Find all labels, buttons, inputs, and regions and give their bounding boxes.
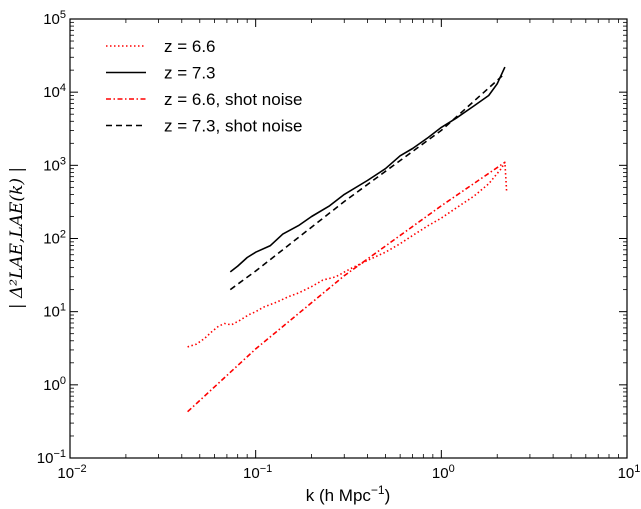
x-tick-label: 10−1 [243,463,272,482]
y-tick-label: 104 [43,82,66,101]
x-tick-label: 10−2 [57,463,86,482]
legend-label-1: z = 6.6 [164,37,216,56]
x-tick-label: 101 [618,463,641,482]
legend-label-2: z = 7.3 [164,64,216,83]
series-line-1 [187,161,508,348]
x-axis-label-main: k (h Mpc [306,486,372,505]
y-tick-label: 103 [43,155,66,174]
y-tick-label: 102 [43,229,66,248]
plot-frame [69,18,628,459]
legend: z = 6.6 z = 7.3 z = 6.6, shot noise z = 7.3… [106,37,302,136]
x-axis-label-close: ) [385,486,391,505]
y-axis-label: | Δ²LAE,LAE(k) | [7,167,27,309]
x-axis-label: k (h Mpc−1) [306,483,391,505]
y-tick-label: 101 [43,302,66,321]
legend-label-4: z = 7.3, shot noise [164,117,302,136]
x-axis-label-sup: −1 [371,483,385,497]
legend-label-3: z = 6.6, shot noise [164,90,302,109]
y-tick-label: 100 [43,375,66,394]
series-line-3 [187,161,506,413]
x-tick-label: 100 [432,463,455,482]
series-line-2 [229,66,506,273]
y-tick-label: 10−1 [37,448,66,467]
series-line-4 [229,72,506,291]
y-tick-label: 105 [43,9,66,28]
series-layer [187,66,508,413]
